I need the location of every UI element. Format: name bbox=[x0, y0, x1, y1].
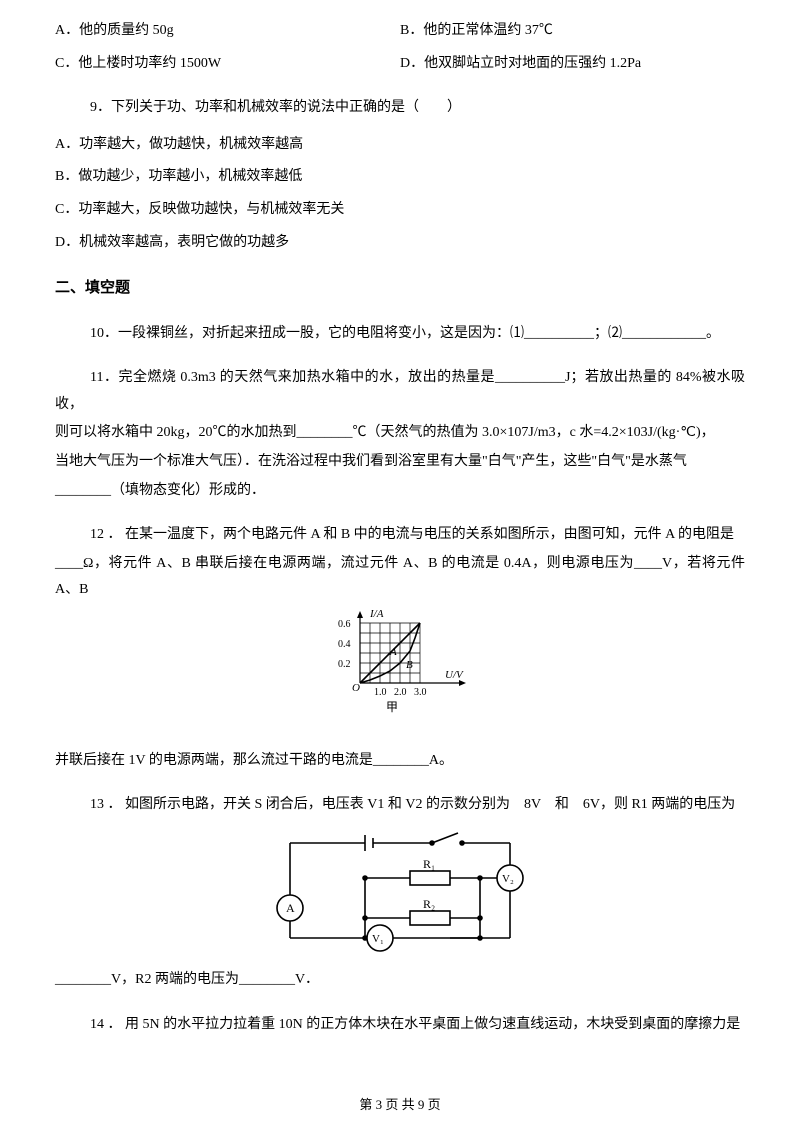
option-d: D．他双脚站立时对地面的压强约 1.2Pa bbox=[400, 51, 745, 78]
q9-option-a: A．功率越大，做功越快，机械效率越高 bbox=[55, 132, 745, 159]
chart-figure: I/A U/V O 0.2 0.4 0.6 1.0 2.0 3.0 A B 甲 bbox=[55, 608, 745, 744]
option-c: C．他上楼时功率约 1500W bbox=[55, 51, 400, 78]
q9-option-b: B．做功越少，功率越小，机械效率越低 bbox=[55, 164, 745, 191]
xtick-2: 2.0 bbox=[394, 687, 407, 698]
q8-options-row2: C．他上楼时功率约 1500W D．他双脚站立时对地面的压强约 1.2Pa bbox=[55, 51, 745, 78]
xtick-1: 1.0 bbox=[374, 687, 387, 698]
v2-label: V₂ bbox=[502, 873, 514, 885]
q14-line1: 14 ． 用 5N 的水平拉力拉着重 10N 的正方体木块在水平桌面上做匀速直线… bbox=[55, 1012, 745, 1039]
q12-line2: ____Ω，将元件 A、B 串联后接在电源两端，流过元件 A、B 的电流是 0.… bbox=[55, 551, 745, 604]
section-2-title: 二、填空题 bbox=[55, 274, 745, 303]
ytick-06: 0.6 bbox=[338, 619, 351, 630]
chart-caption: 甲 bbox=[386, 700, 398, 714]
q13-line2: ________V，R2 两端的电压为________V． bbox=[55, 967, 745, 994]
q11-line4: ________（填物态变化）形成的． bbox=[55, 478, 745, 505]
ytick-04: 0.4 bbox=[338, 639, 351, 650]
option-a: A．他的质量约 50g bbox=[55, 18, 400, 45]
label-a: A bbox=[389, 646, 397, 658]
r1-label: R₁ bbox=[423, 857, 435, 871]
option-b: B．他的正常体温约 37℃ bbox=[400, 18, 745, 45]
xtick-3: 3.0 bbox=[414, 687, 427, 698]
q11-line2: 则可以将水箱中 20kg，20℃的水加热到________℃（天然气的热值为 3… bbox=[55, 420, 745, 447]
q11-line3: 当地大气压为一个标准大气压）．在洗浴过程中我们看到浴室里有大量"白气"产生，这些… bbox=[55, 449, 745, 476]
label-b: B bbox=[406, 659, 413, 671]
xlabel: U/V bbox=[445, 669, 464, 681]
q10: 10．一段裸铜丝，对折起来扭成一股，它的电阻将变小，这是因为：⑴________… bbox=[55, 321, 745, 348]
ytick-02: 0.2 bbox=[338, 659, 351, 670]
q12-line1: 12 ． 在某一温度下，两个电路元件 A 和 B 中的电流与电压的关系如图所示，… bbox=[55, 522, 745, 549]
ylabel: I/A bbox=[369, 608, 384, 620]
q9-stem: 9．下列关于功、功率和机械效率的说法中正确的是（ ） bbox=[55, 95, 745, 122]
q13-line1: 13 ． 如图所示电路，开关 S 闭合后，电压表 V1 和 V2 的示数分别为 … bbox=[55, 792, 745, 819]
q11-line1: 11．完全燃烧 0.3m3 的天然气来加热水箱中的水，放出的热量是_______… bbox=[55, 365, 745, 418]
circuit-diagram: A V₁ V₂ R₁ R₂ bbox=[250, 823, 550, 953]
page-footer: 第 3 页 共 9 页 bbox=[0, 1093, 800, 1118]
q12-line3: 并联后接在 1V 的电源两端，那么流过干路的电流是________A。 bbox=[55, 748, 745, 775]
q9-option-c: C．功率越大，反映做功越快，与机械效率无关 bbox=[55, 197, 745, 224]
q8-options-row1: A．他的质量约 50g B．他的正常体温约 37℃ bbox=[55, 18, 745, 45]
q9-option-d: D．机械效率越高，表明它做的功越多 bbox=[55, 230, 745, 257]
v1-label: V₁ bbox=[372, 933, 384, 945]
origin-label: O bbox=[352, 682, 360, 694]
r2-label: R₂ bbox=[423, 897, 435, 911]
iv-chart: I/A U/V O 0.2 0.4 0.6 1.0 2.0 3.0 A B 甲 bbox=[315, 608, 485, 733]
circuit-figure: A V₁ V₂ R₁ R₂ bbox=[55, 823, 745, 964]
ammeter-label: A bbox=[286, 901, 295, 915]
